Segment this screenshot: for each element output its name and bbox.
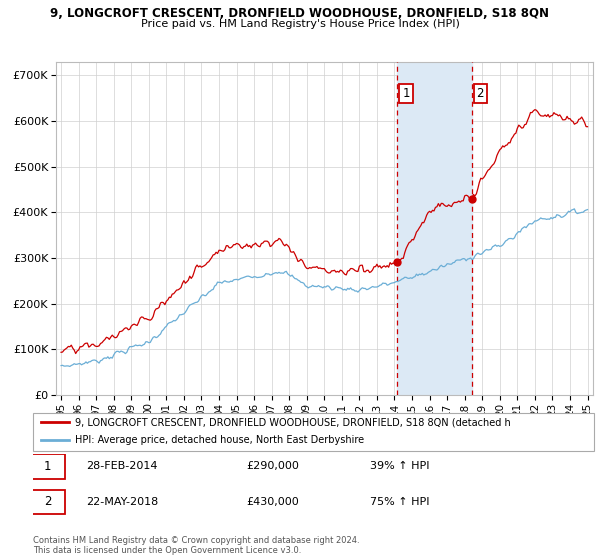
FancyBboxPatch shape xyxy=(30,454,65,479)
Text: 75% ↑ HPI: 75% ↑ HPI xyxy=(370,497,429,507)
Text: 22-MAY-2018: 22-MAY-2018 xyxy=(86,497,158,507)
Text: 2: 2 xyxy=(476,87,484,100)
Text: £430,000: £430,000 xyxy=(246,497,299,507)
FancyBboxPatch shape xyxy=(33,413,594,451)
Text: Price paid vs. HM Land Registry's House Price Index (HPI): Price paid vs. HM Land Registry's House … xyxy=(140,19,460,29)
Text: 9, LONGCROFT CRESCENT, DRONFIELD WOODHOUSE, DRONFIELD, S18 8QN (detached h: 9, LONGCROFT CRESCENT, DRONFIELD WOODHOU… xyxy=(75,417,511,427)
Text: 1: 1 xyxy=(44,460,52,473)
Text: 28-FEB-2014: 28-FEB-2014 xyxy=(86,461,158,472)
Bar xyxy=(397,62,472,395)
Text: 9, LONGCROFT CRESCENT, DRONFIELD WOODHOUSE, DRONFIELD, S18 8QN: 9, LONGCROFT CRESCENT, DRONFIELD WOODHOU… xyxy=(50,7,550,20)
Text: 2: 2 xyxy=(44,496,52,508)
Text: HPI: Average price, detached house, North East Derbyshire: HPI: Average price, detached house, Nort… xyxy=(75,435,364,445)
Text: £290,000: £290,000 xyxy=(246,461,299,472)
Text: This data is licensed under the Open Government Licence v3.0.: This data is licensed under the Open Gov… xyxy=(33,546,301,555)
Text: 39% ↑ HPI: 39% ↑ HPI xyxy=(370,461,429,472)
Text: Contains HM Land Registry data © Crown copyright and database right 2024.: Contains HM Land Registry data © Crown c… xyxy=(33,536,359,545)
Text: 1: 1 xyxy=(403,87,410,100)
FancyBboxPatch shape xyxy=(30,490,65,514)
